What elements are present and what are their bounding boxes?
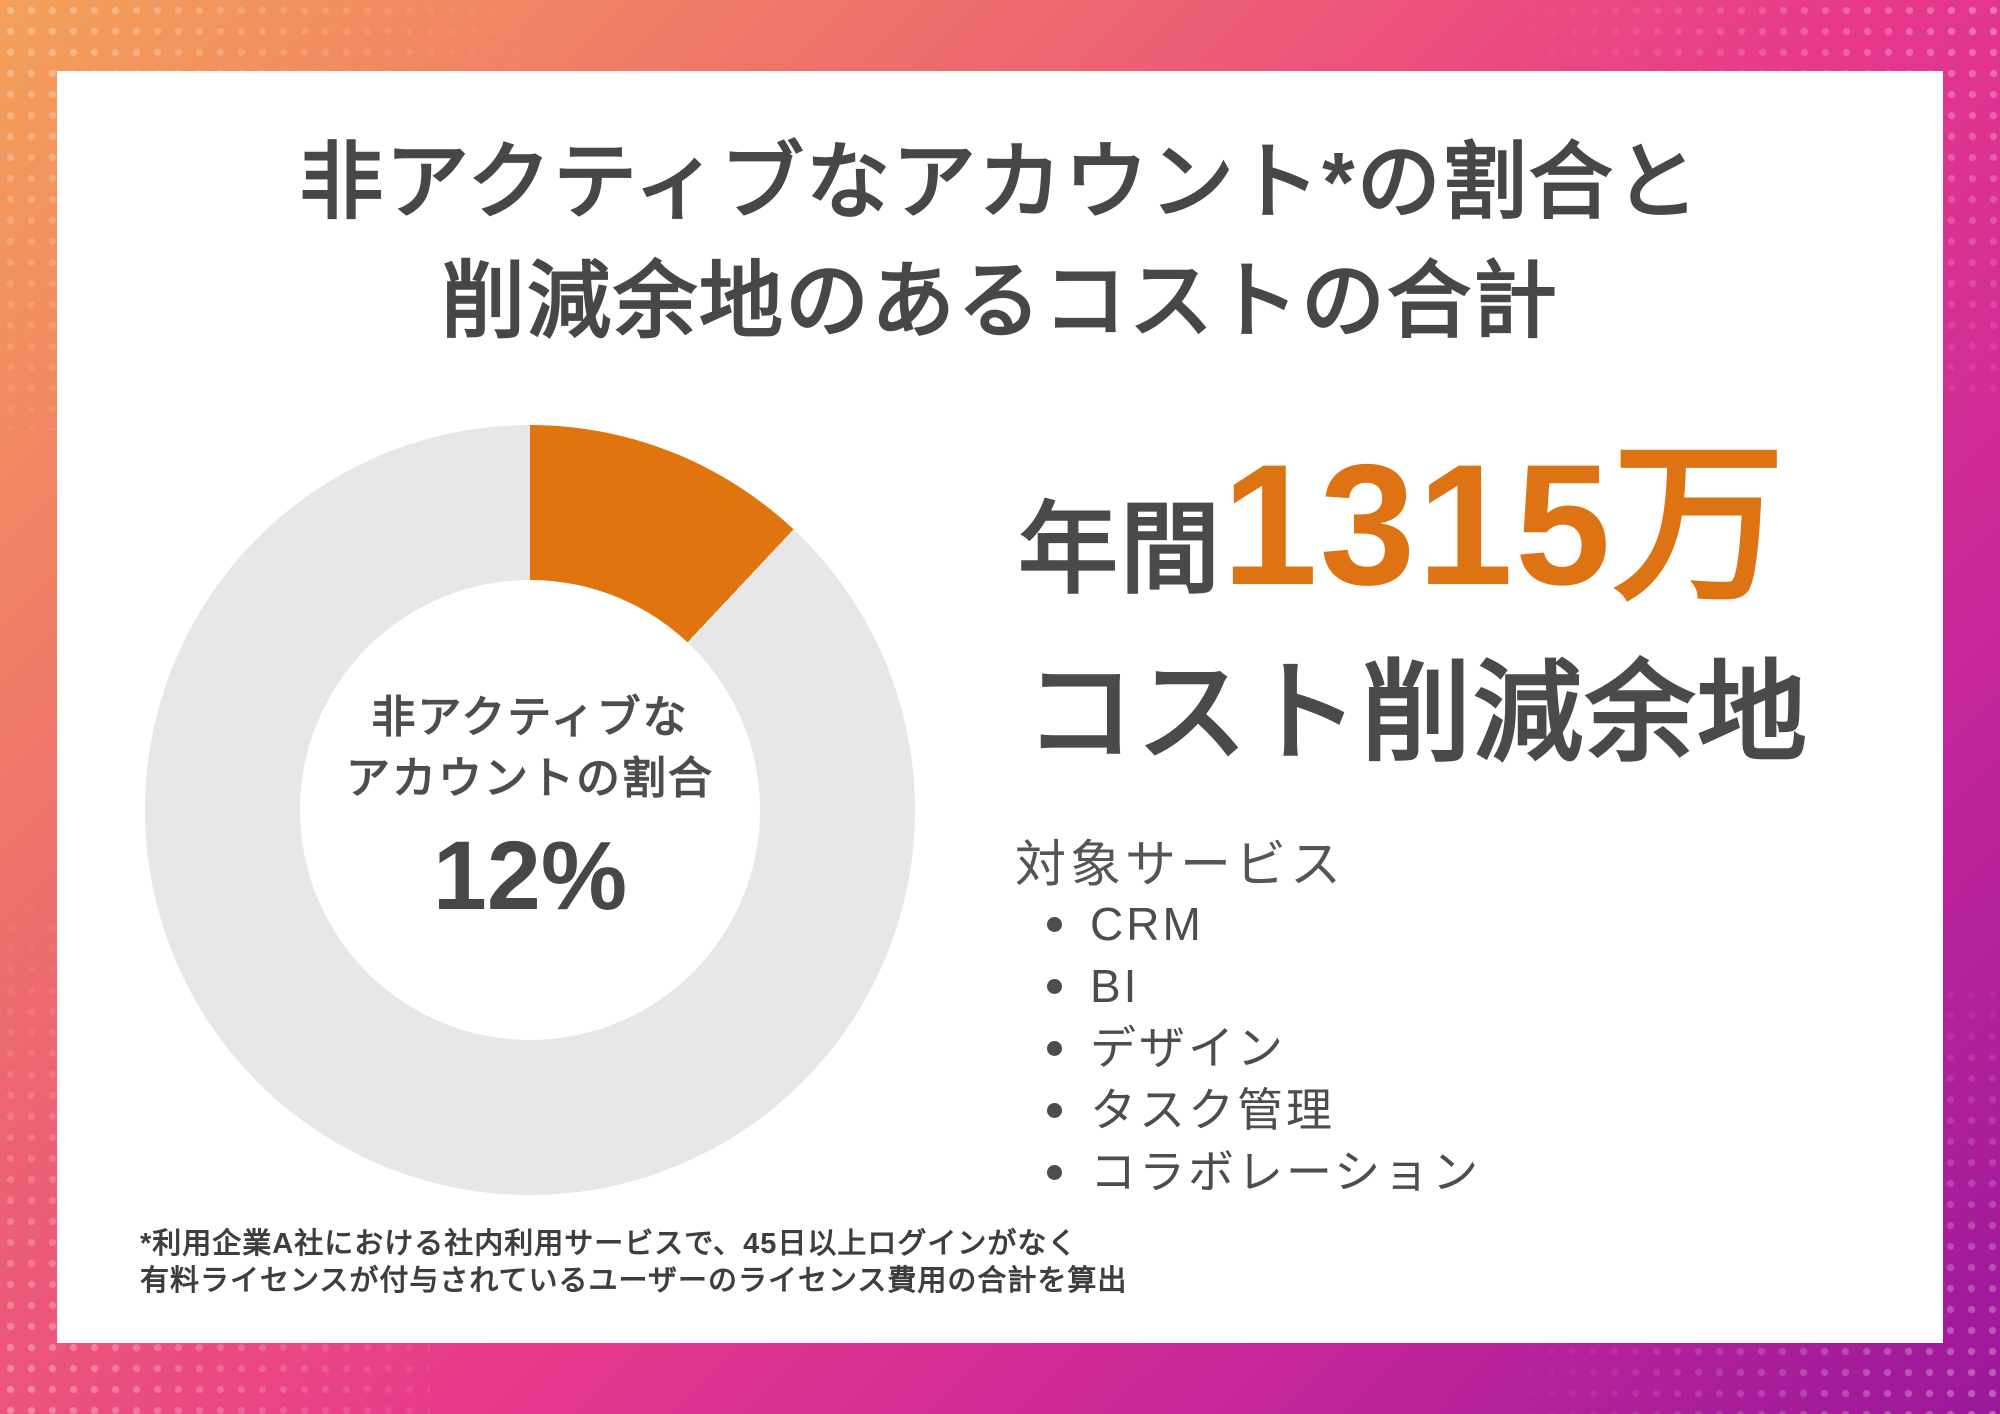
- footnote: *利用企業A社における社内利用サービスで、45日以上ログインがなく 有料ライセン…: [140, 1226, 1127, 1300]
- content-card: 非アクティブなアカウント*の割合と 削減余地のあるコストの合計 非アクティブな …: [57, 71, 1943, 1343]
- annual-amount: 1315万: [1222, 429, 1787, 621]
- donut-chart: 非アクティブな アカウントの割合 12%: [145, 425, 915, 1195]
- service-item: タスク管理: [1047, 1079, 1481, 1141]
- donut-label-line2: アカウントの割合: [346, 754, 714, 803]
- footnote-line2: 有料ライセンスが付与されているユーザーのライセンス費用の合計を算出: [140, 1265, 1128, 1297]
- services-list: CRM BI デザイン タスク管理 コラボレーション: [1047, 893, 1481, 1203]
- cost-reduction-label: コスト削減余地: [1025, 652, 1809, 775]
- service-item: コラボレーション: [1047, 1141, 1481, 1203]
- page-title-line2: 削減余地のあるコストの合計: [440, 254, 1559, 349]
- donut-value: 12%: [432, 820, 628, 930]
- donut-hole: [300, 580, 760, 1040]
- service-item: デザイン: [1047, 1017, 1481, 1079]
- page-title: 非アクティブなアカウント*の割合と 削減余地のあるコストの合計: [57, 123, 1943, 362]
- annual-prefix: 年間: [1018, 494, 1222, 606]
- services-heading: 対象サービス: [1015, 836, 1346, 893]
- page-title-line1: 非アクティブなアカウント*の割合と: [299, 135, 1701, 229]
- annual-cost-headline: 年間1315万: [1018, 439, 1787, 611]
- service-item: CRM: [1047, 893, 1481, 955]
- donut-label-line1: 非アクティブな: [371, 693, 689, 743]
- service-item: BI: [1047, 955, 1481, 1017]
- footnote-line1: *利用企業A社における社内利用サービスで、45日以上ログインがなく: [140, 1228, 1078, 1260]
- donut-center-label: 非アクティブな アカウントの割合 12%: [145, 425, 915, 1195]
